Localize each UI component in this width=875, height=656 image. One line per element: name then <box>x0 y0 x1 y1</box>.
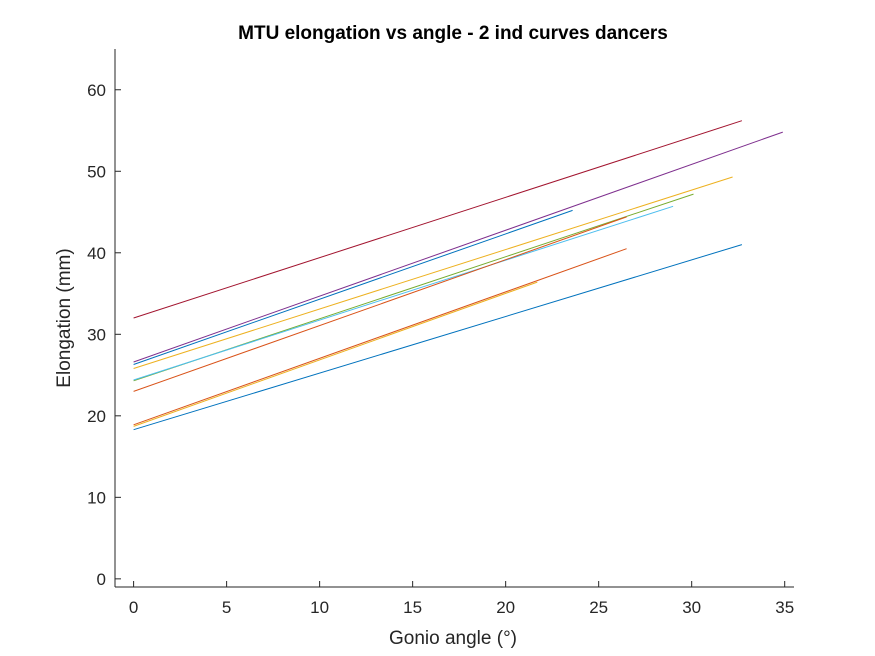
y-tick-label: 0 <box>97 570 106 589</box>
y-ticks: 0 10 20 30 40 50 60 <box>87 81 121 589</box>
x-tick-label: 10 <box>310 598 329 617</box>
x-tick-label: 15 <box>403 598 422 617</box>
series-line-8 <box>133 248 627 426</box>
chart-title: MTU elongation vs angle - 2 ind curves d… <box>238 23 668 44</box>
series-line-7 <box>133 216 627 392</box>
y-tick-label: 20 <box>87 407 106 426</box>
y-tick-label: 50 <box>87 162 106 181</box>
x-tick-label: 20 <box>496 598 515 617</box>
y-tick-label: 60 <box>87 81 106 100</box>
series-line-3 <box>133 209 573 365</box>
series-line-10 <box>133 244 743 431</box>
x-tick-label: 0 <box>129 598 138 617</box>
x-tick-label: 35 <box>775 598 794 617</box>
series-line-9 <box>133 281 538 427</box>
x-ticks: 0 5 10 15 20 25 30 35 <box>129 581 794 617</box>
y-tick-label: 10 <box>87 488 106 507</box>
y-axis-label: Elongation (mm) <box>54 248 75 387</box>
x-axis-label: Gonio angle (°) <box>389 628 517 649</box>
series-line-1 <box>133 120 743 319</box>
series-group <box>133 120 783 431</box>
series-line-4 <box>133 176 733 369</box>
series-line-6 <box>133 205 674 381</box>
y-tick-label: 30 <box>87 325 106 344</box>
x-tick-label: 30 <box>682 598 701 617</box>
x-tick-label: 25 <box>589 598 608 617</box>
x-tick-label: 5 <box>222 598 231 617</box>
series-line-2 <box>133 131 783 363</box>
y-tick-label: 40 <box>87 244 106 263</box>
